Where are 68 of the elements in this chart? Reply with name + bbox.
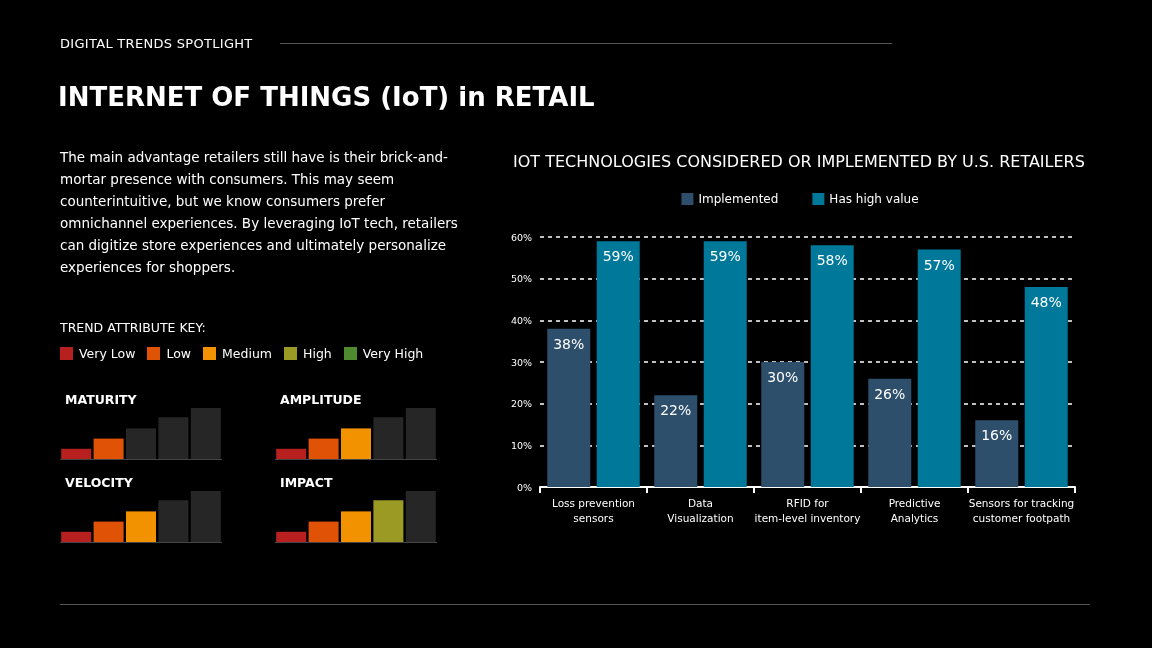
text: DIGITAL TRENDS SPOTLIGHT — [60, 36, 253, 51]
data-label: 38% — [553, 335, 585, 352]
bar — [405, 491, 436, 542]
x-tick-label: RFID for item-level inventory — [754, 496, 861, 524]
bar — [975, 420, 1019, 487]
bar — [190, 408, 221, 459]
y-tick-label: 20% — [510, 398, 532, 410]
legend-label: Has high value — [829, 192, 919, 206]
data-label: 59% — [709, 248, 741, 265]
bar — [373, 500, 404, 542]
text: The main advantage retailers still have is their brick-and-mortar presence with consumers. This may seem counterintuitive, but we know consumers prefer omnichannel experiences. By leveraging IoT tech, retailers can digitize store experiences and ultimately personalize experiences for shoppers. — [60, 148, 459, 277]
bar — [158, 500, 189, 542]
bar — [276, 531, 307, 542]
bar — [126, 428, 156, 459]
bar — [341, 511, 371, 542]
data-label: 26% — [874, 385, 906, 402]
bar — [810, 245, 854, 487]
bar — [373, 417, 404, 459]
y-tick-label: 50% — [510, 273, 532, 285]
bar — [868, 378, 912, 487]
data-label: 30% — [767, 369, 799, 385]
y-tick-label: 60% — [510, 231, 532, 243]
bar — [276, 448, 307, 459]
y-tick-label: 10% — [510, 439, 532, 451]
y-tick-label: 30% — [510, 356, 532, 368]
x-tick-label: Sensors for tracking customer footpath — [968, 496, 1075, 524]
legend-title: TREND ATTRIBUTE KEY: — [60, 320, 206, 335]
chart-title: IOT TECHNOLOGIES CONSIDERED OR IMPLEMENTED BY U.S. RETAILERS — [513, 151, 1085, 171]
data-label: 57% — [923, 256, 955, 273]
bar — [61, 448, 92, 459]
bar — [61, 531, 92, 542]
data-label: 16% — [981, 427, 1013, 444]
bar — [190, 491, 221, 542]
bar — [547, 328, 591, 487]
bar — [93, 521, 124, 542]
bar — [1024, 287, 1068, 487]
bar — [308, 521, 339, 542]
category-label: Low — [165, 346, 192, 361]
bar — [917, 249, 961, 487]
text: INTERNET OF THINGS (IoT) in RETAIL — [58, 82, 595, 112]
bar — [703, 241, 747, 487]
category-label: Very Low — [78, 346, 136, 361]
bar — [126, 511, 156, 542]
data-label: 22% — [660, 402, 692, 419]
data-label: 48% — [1030, 294, 1062, 310]
category-label: Very High — [361, 346, 424, 361]
bar — [308, 438, 339, 459]
bar — [596, 241, 640, 487]
x-tick-label: Predictive Analytics — [888, 496, 941, 524]
legend-label: Implemented — [698, 192, 779, 206]
data-label: 58% — [816, 252, 848, 269]
bar — [341, 428, 371, 459]
y-tick-label: 40% — [510, 314, 532, 326]
chart-title: VELOCITY — [65, 475, 134, 490]
x-tick-label: Data Visualization — [667, 496, 734, 524]
chart-title: AMPLITUDE — [280, 392, 362, 407]
bar — [405, 408, 436, 459]
category-label: High — [302, 346, 332, 361]
bar — [93, 438, 124, 459]
data-label: 59% — [602, 248, 634, 265]
chart-title: IMPACT — [280, 475, 333, 490]
chart-title: MATURITY — [65, 392, 138, 407]
bar — [158, 417, 189, 459]
bar — [761, 362, 805, 487]
bar — [654, 395, 698, 487]
x-tick-label: Loss prevention sensors — [551, 496, 636, 524]
category-label: Medium — [221, 346, 273, 361]
y-tick-label: 0% — [516, 481, 532, 493]
